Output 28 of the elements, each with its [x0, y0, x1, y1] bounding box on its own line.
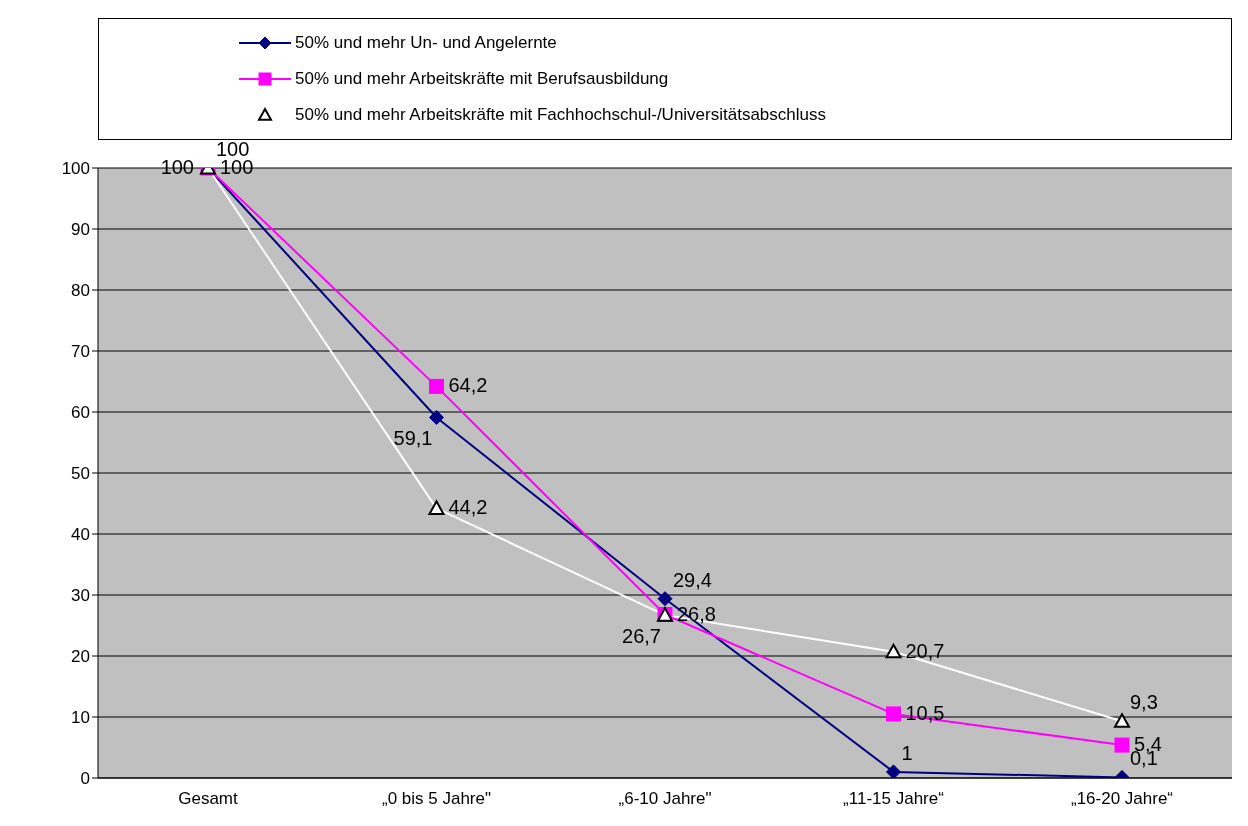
legend-label: 50% und mehr Arbeitskräfte mit Berufsausbildung [295, 69, 669, 89]
y-tick-label: 100 [61, 159, 90, 179]
data-label: 64,2 [448, 374, 488, 397]
x-tick-label: „16-20 Jahre“ [1070, 789, 1174, 809]
y-tick-label: 60 [71, 403, 90, 423]
data-label: 9,3 [1130, 691, 1158, 714]
x-tick-label: Gesamt [178, 789, 239, 809]
y-tick-label: 20 [71, 647, 90, 667]
x-tick-label: „6-10 Jahre" [618, 789, 712, 809]
data-label: 59,1 [393, 427, 433, 450]
y-tick-label: 10 [71, 708, 90, 728]
x-tick-label: „0 bis 5 Jahre" [381, 789, 492, 809]
data-label: 29,4 [673, 568, 712, 591]
data-label: 20,7 [905, 639, 945, 662]
y-tick-label: 70 [71, 342, 90, 362]
y-tick-label: 50 [71, 464, 90, 484]
data-label: 26,7 [622, 625, 661, 648]
data-label: 100 [160, 156, 194, 178]
y-tick-label: 30 [71, 586, 90, 606]
data-label: 1 [901, 741, 913, 764]
y-tick-label: 80 [71, 281, 90, 301]
legend-label: 50% und mehr Un- und Angelernte [295, 33, 557, 53]
legend-label: 50% und mehr Arbeitskräfte mit Fachhochschul-/Universitätsabschluss [295, 105, 827, 125]
x-tick-label: „11-15 Jahre“ [843, 789, 945, 809]
y-tick-label: 90 [71, 220, 90, 240]
y-tick-label: 0 [80, 769, 90, 789]
y-tick-label: 40 [71, 525, 90, 545]
data-label: 44,2 [448, 496, 488, 519]
